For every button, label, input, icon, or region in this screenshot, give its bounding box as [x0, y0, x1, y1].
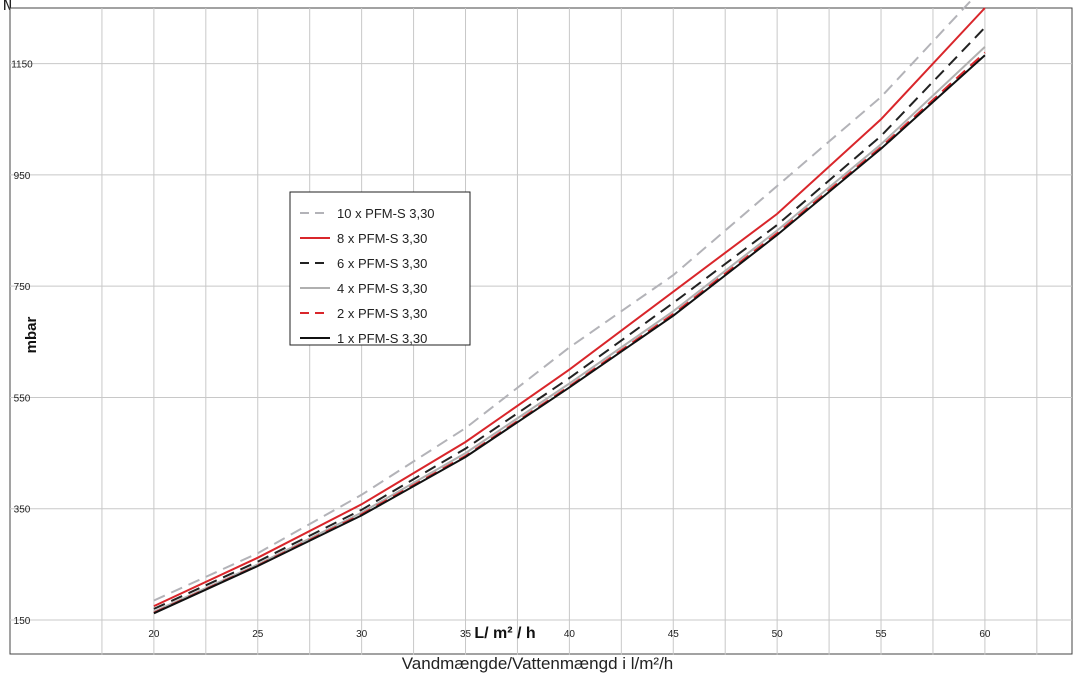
y-tick-label: 350 [14, 505, 31, 516]
y-axis-label: mbar [23, 317, 40, 354]
legend-entry-label: 4 x PFM-S 3,30 [337, 281, 427, 296]
legend-box [289, 191, 471, 346]
y-tick-label: 950 [14, 171, 31, 182]
y-tick-label: 150 [14, 616, 31, 627]
x-axis-ticks: 20 25 30 35 40 45 50 55 60 [148, 629, 991, 640]
x-tick-label: 60 [979, 629, 991, 640]
x-tick-label: 45 [668, 629, 680, 640]
legend-entry-label: 2 x PFM-S 3,30 [337, 306, 427, 321]
x-axis-caption: Vandmængde/Vattenmængd i l/m²/h [401, 654, 674, 673]
corner-text: N [3, 0, 13, 14]
x-tick-label: 20 [148, 629, 160, 640]
y-tick-label: 750 [14, 282, 31, 293]
series-line-2 [153, 7, 986, 608]
x-tick-label: 30 [356, 629, 368, 640]
legend-entry-label: 1 x PFM-S 3,30 [337, 331, 427, 346]
legend-entry-label: 10 x PFM-S 3,30 [337, 206, 435, 221]
x-tick-label: 55 [875, 629, 887, 640]
x-tick-label: 50 [772, 629, 784, 640]
y-axis-ticks: 150 350 550 750 950 1150 [11, 60, 33, 627]
series-line-1 [153, 0, 973, 602]
plot-frame [9, 7, 1073, 655]
x-tick-label: 25 [252, 629, 264, 640]
legend-entry-label: 8 x PFM-S 3,30 [337, 231, 427, 246]
series-line-3 [153, 26, 986, 610]
x-axis-label: L/ m² / h [474, 625, 535, 642]
x-tick-label: 35 [460, 629, 472, 640]
legend: 10 x PFM-S 3,30 8 x PFM-S 3,30 6 x PFM-S 3… [289, 191, 471, 346]
series-lines [153, 0, 986, 615]
series-line-6 [153, 54, 986, 615]
y-tick-label: 550 [14, 393, 31, 404]
legend-entry-label: 6 x PFM-S 3,30 [337, 256, 427, 271]
series-line-4 [153, 46, 986, 613]
x-tick-label: 40 [564, 629, 576, 640]
y-tick-label: 1150 [11, 60, 33, 71]
